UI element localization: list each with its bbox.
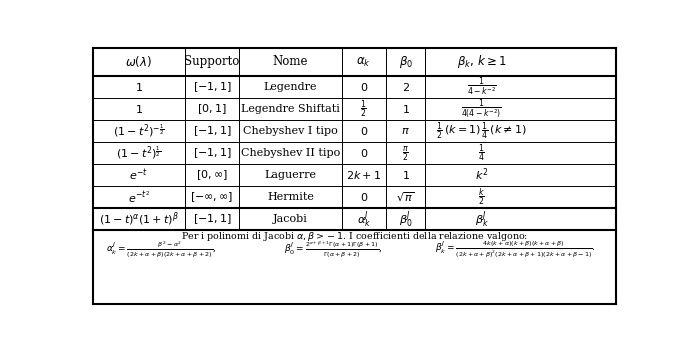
Text: $2$: $2$ — [401, 81, 410, 93]
Text: Legendre Shiftati: Legendre Shiftati — [241, 104, 340, 114]
Text: $1$: $1$ — [135, 103, 143, 115]
Text: $\omega(\lambda)$: $\omega(\lambda)$ — [125, 55, 152, 69]
Text: $2k+1$: $2k+1$ — [346, 169, 381, 181]
Text: $\alpha_k^J$: $\alpha_k^J$ — [357, 209, 371, 230]
Text: $\beta_0^J$: $\beta_0^J$ — [399, 209, 412, 230]
Text: Chebyshev II tipo: Chebyshev II tipo — [241, 148, 340, 158]
Text: $\frac{1}{4}$: $\frac{1}{4}$ — [478, 142, 485, 164]
Text: Jacobi: Jacobi — [273, 214, 308, 224]
Text: $\frac{1}{2}\,(k=1)\,\frac{1}{4}\,(k\neq 1)$: $\frac{1}{2}\,(k=1)\,\frac{1}{4}\,(k\neq… — [436, 120, 527, 142]
Text: $\beta_k^J$: $\beta_k^J$ — [475, 209, 489, 230]
Text: $0$: $0$ — [360, 147, 368, 159]
Text: $k^2$: $k^2$ — [475, 167, 489, 184]
Text: Laguerre: Laguerre — [264, 170, 316, 180]
Text: $[-1,1]$: $[-1,1]$ — [192, 146, 232, 160]
Text: Per i polinomi di Jacobi $\alpha,\beta > -1$. I coefficienti della relazione val: Per i polinomi di Jacobi $\alpha,\beta >… — [181, 230, 528, 244]
Text: Legendre: Legendre — [264, 82, 317, 92]
Text: $[0,1]$: $[0,1]$ — [197, 102, 227, 116]
Text: $\frac{1}{4-k^{-2}}$: $\frac{1}{4-k^{-2}}$ — [466, 76, 496, 98]
Text: Nome: Nome — [273, 56, 308, 69]
Text: $0$: $0$ — [360, 81, 368, 93]
Text: Chebyshev I tipo: Chebyshev I tipo — [243, 126, 338, 136]
Text: $\frac{k}{2}$: $\frac{k}{2}$ — [478, 186, 485, 208]
Text: $(1-t^2)^{\frac{1}{2}}$: $(1-t^2)^{\frac{1}{2}}$ — [116, 145, 161, 161]
Text: $1$: $1$ — [401, 169, 410, 181]
Text: Hermite: Hermite — [267, 192, 314, 202]
Text: $\frac{1}{4(4-k^{-2})}$: $\frac{1}{4(4-k^{-2})}$ — [461, 97, 502, 121]
Text: $(1-t)^{\alpha}(1+t)^{\beta}$: $(1-t)^{\alpha}(1+t)^{\beta}$ — [99, 210, 179, 228]
Text: $\beta_k,\, k\geq 1$: $\beta_k,\, k\geq 1$ — [457, 53, 507, 70]
Text: $1$: $1$ — [401, 103, 410, 115]
Text: $1$: $1$ — [135, 81, 143, 93]
Text: $\frac{1}{2}$: $\frac{1}{2}$ — [361, 98, 367, 120]
Text: $\alpha_k$: $\alpha_k$ — [356, 56, 371, 69]
Text: $\frac{\pi}{2}$: $\frac{\pi}{2}$ — [402, 144, 409, 162]
Text: $0$: $0$ — [360, 125, 368, 137]
Text: $\alpha_k^J = \frac{\beta^2-\alpha^2}{(2k+\alpha+\beta)(2k+\alpha+\beta+2)}$,: $\alpha_k^J = \frac{\beta^2-\alpha^2}{(2… — [107, 240, 217, 259]
Text: $\beta_k^J = \frac{4k(k+\alpha)(k+\beta)(k+\alpha+\beta)}{(2k+\alpha+\beta)^2(2k: $\beta_k^J = \frac{4k(k+\alpha)(k+\beta)… — [435, 240, 596, 259]
Text: $[-\infty,\infty]$: $[-\infty,\infty]$ — [190, 190, 234, 204]
Text: $\pi$: $\pi$ — [401, 126, 410, 136]
Text: $\beta_0^J = \frac{2^{\alpha+\beta+1}\Gamma(\alpha+1)\Gamma(\beta+1)}{\Gamma(\al: $\beta_0^J = \frac{2^{\alpha+\beta+1}\Ga… — [284, 240, 383, 259]
Text: $\beta_0$: $\beta_0$ — [399, 54, 412, 70]
Text: $[-1,1]$: $[-1,1]$ — [192, 212, 232, 226]
Text: $\sqrt{\pi}$: $\sqrt{\pi}$ — [397, 190, 415, 204]
Text: $e^{-t}$: $e^{-t}$ — [129, 167, 148, 183]
Text: $[-1,1]$: $[-1,1]$ — [192, 124, 232, 138]
Text: $[0,\infty]$: $[0,\infty]$ — [196, 168, 228, 182]
Text: $(1-t^2)^{-\frac{1}{2}}$: $(1-t^2)^{-\frac{1}{2}}$ — [113, 123, 165, 139]
Text: Supporto: Supporto — [184, 56, 239, 69]
Text: $[-1,1]$: $[-1,1]$ — [192, 80, 232, 94]
Text: $e^{-t^2}$: $e^{-t^2}$ — [127, 190, 150, 205]
Text: $0$: $0$ — [360, 191, 368, 203]
